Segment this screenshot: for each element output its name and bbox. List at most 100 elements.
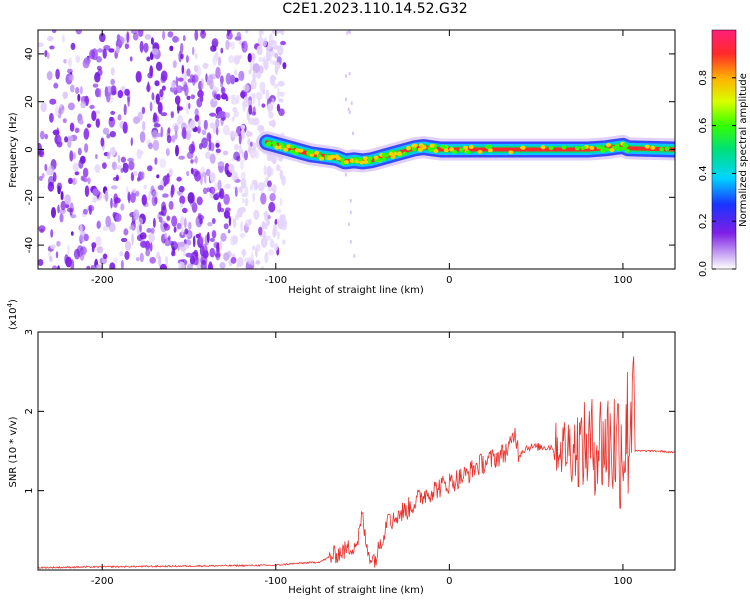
spectrogram-ridge <box>256 131 675 173</box>
colorbar-gradient <box>711 29 737 270</box>
noise-blob <box>55 251 59 259</box>
noise-blob <box>108 48 115 53</box>
noise-blob <box>177 77 184 82</box>
noise-blob <box>269 53 272 65</box>
noise-blob <box>92 196 98 204</box>
noise-blob <box>242 84 250 92</box>
noise-blob <box>215 66 221 79</box>
noise-blob <box>49 45 55 50</box>
noise-blob <box>200 78 204 90</box>
noise-blob <box>282 239 286 245</box>
noise-blob <box>206 132 212 142</box>
noise-blob <box>167 31 174 38</box>
noise-blob <box>128 160 135 171</box>
noise-blob <box>185 252 193 258</box>
noise-blob <box>168 200 174 210</box>
noise-blob <box>149 242 153 252</box>
noise-blob <box>196 97 203 108</box>
noise-blob <box>122 121 128 134</box>
noise-blob <box>271 98 275 107</box>
noise-blob <box>275 61 281 70</box>
noise-blob <box>230 41 236 50</box>
noise-blob <box>171 135 176 143</box>
noise-blob <box>91 110 97 122</box>
noise-blob <box>178 241 185 247</box>
noise-blob <box>55 68 60 80</box>
noise-blob <box>233 151 241 161</box>
noise-blob <box>41 173 45 178</box>
ridge-blob <box>286 144 292 149</box>
noise-blob <box>75 87 80 94</box>
noise-blob <box>106 133 111 139</box>
noise-blob <box>154 80 160 87</box>
ridge-blob <box>449 147 455 152</box>
noise-blob <box>122 162 127 168</box>
noise-blob <box>238 132 242 145</box>
noise-blob <box>233 55 241 65</box>
snr-series <box>38 356 675 570</box>
noise-blob <box>219 262 226 269</box>
noise-blob <box>111 161 117 171</box>
ridge-blob <box>609 148 615 153</box>
noise-blob <box>110 78 115 85</box>
noise-blob <box>238 70 245 81</box>
ridge-blob <box>463 145 469 150</box>
noise-blob <box>117 114 122 121</box>
noise-blob <box>220 232 227 242</box>
noise-blob <box>117 90 124 99</box>
noise-blob <box>227 30 230 36</box>
noise-blob <box>197 119 201 128</box>
noise-blob <box>267 186 274 192</box>
noise-blob <box>213 241 220 249</box>
ridge-blob <box>377 157 383 162</box>
noise-blob <box>51 207 56 219</box>
ridge-blob <box>452 149 458 154</box>
noise-blob <box>220 82 224 87</box>
noise-blob <box>216 93 221 101</box>
noise-blob <box>259 81 266 93</box>
noise-blob <box>198 214 205 221</box>
noise-blob <box>52 129 60 136</box>
noise-blob <box>264 251 269 264</box>
noise-blob <box>201 137 208 149</box>
noise-blob <box>92 83 99 88</box>
noise-blob <box>152 114 160 125</box>
noise-blob <box>164 237 171 247</box>
colorbar-tick-label: 0.4 <box>698 165 709 181</box>
noise-blob <box>348 222 350 227</box>
noise-blob <box>266 47 270 59</box>
noise-blob <box>263 165 267 176</box>
noise-blob <box>252 106 256 115</box>
noise-blob <box>209 237 215 242</box>
noise-blob <box>186 170 190 177</box>
noise-blob <box>155 93 160 105</box>
noise-blob <box>271 155 277 165</box>
noise-blob <box>345 97 347 102</box>
noise-blob <box>131 233 134 246</box>
noise-blob <box>238 54 242 60</box>
noise-blob <box>184 228 189 235</box>
spectrogram-xlabel: Height of straight line (km) <box>288 285 424 296</box>
noise-blob <box>176 222 182 230</box>
noise-blob <box>276 208 282 214</box>
noise-blob <box>194 52 198 60</box>
noise-blob <box>344 172 347 177</box>
noise-blob <box>67 135 74 142</box>
noise-blob <box>89 104 95 110</box>
spectrogram-xtick-label: -100 <box>264 275 287 286</box>
noise-blob <box>220 75 224 85</box>
noise-blob <box>112 176 119 181</box>
noise-blob <box>230 256 237 264</box>
noise-blob <box>170 184 175 196</box>
colorbar-label: Normalized spectral amplitude <box>738 73 749 227</box>
noise-blob <box>79 249 85 261</box>
noise-blob <box>246 139 250 145</box>
noise-blob <box>57 136 62 143</box>
noise-blob <box>67 68 73 74</box>
noise-blob <box>184 217 187 229</box>
noise-blob <box>178 155 185 160</box>
ridge-blob <box>561 145 567 150</box>
noise-blob <box>169 45 174 52</box>
noise-blob <box>250 261 255 266</box>
ridge-blob <box>421 145 427 150</box>
